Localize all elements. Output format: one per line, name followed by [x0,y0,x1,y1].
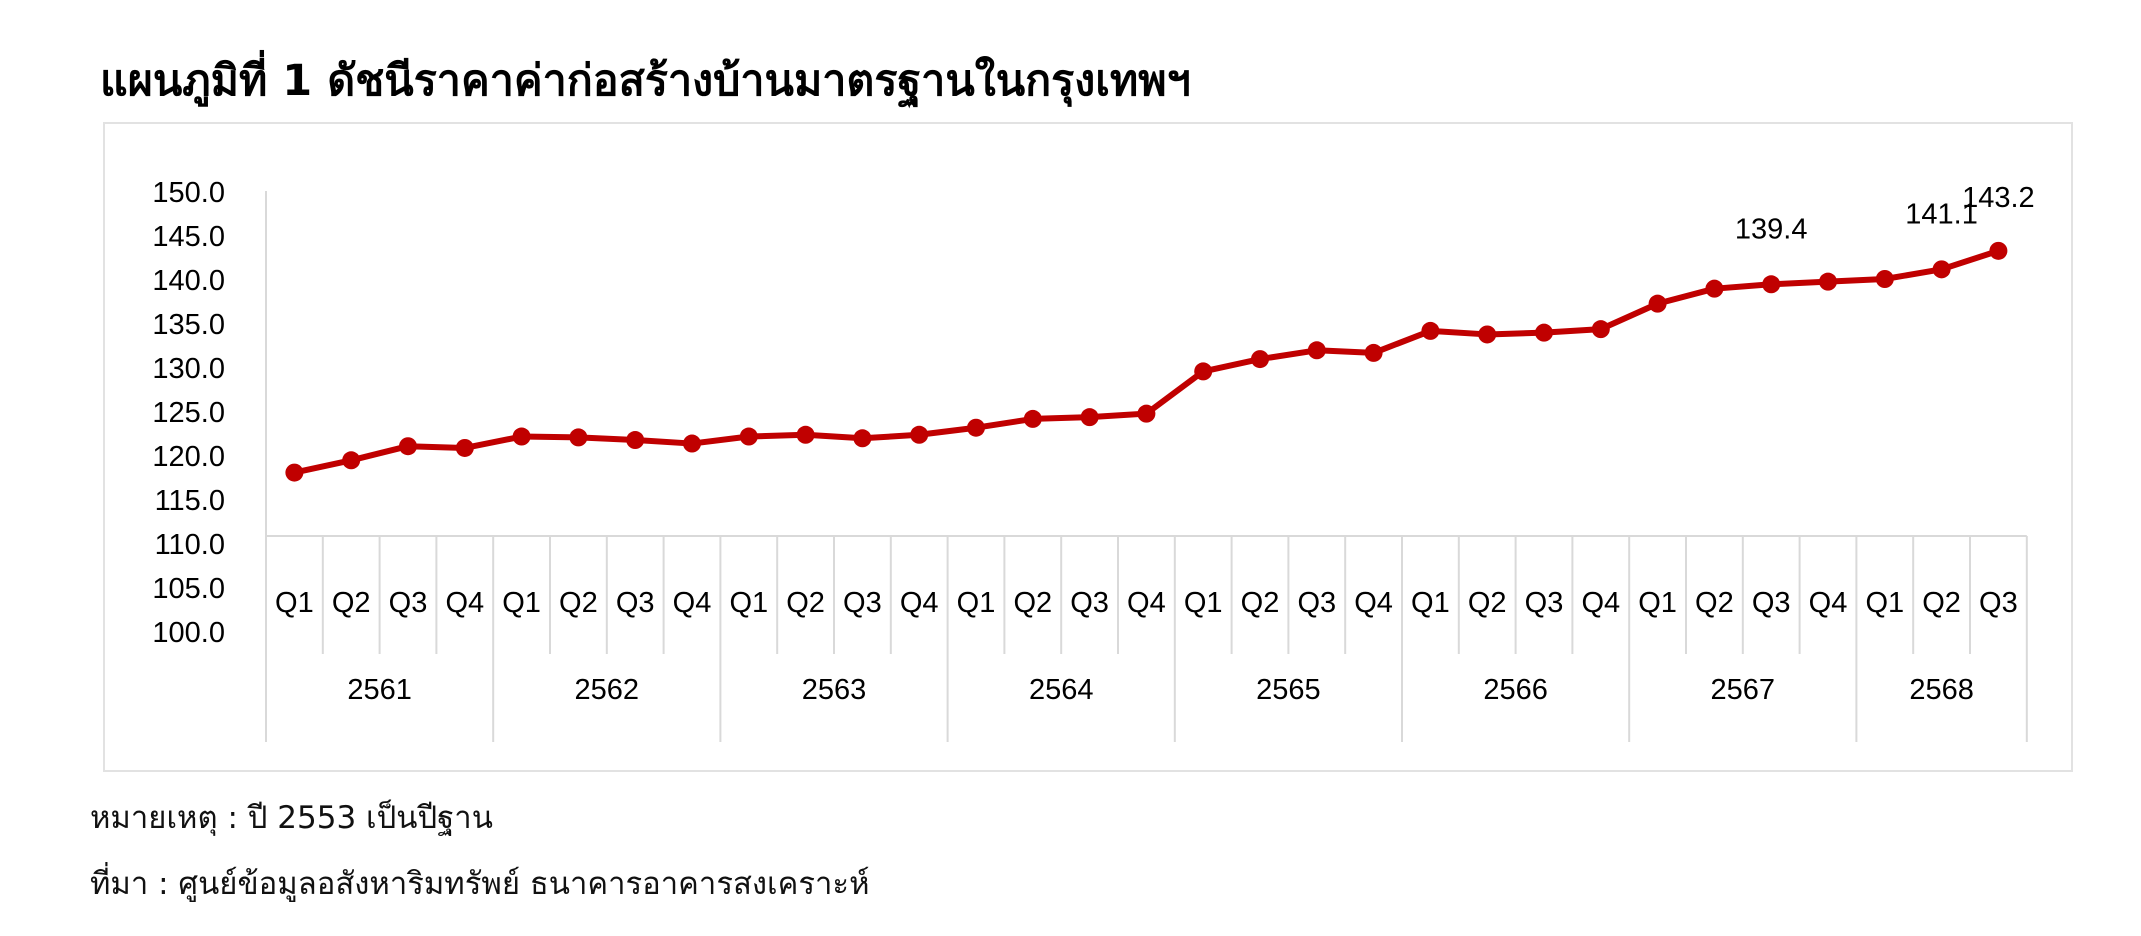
x-tick-label-quarter: Q4 [673,587,712,619]
data-point [1080,408,1099,427]
x-tick-label-quarter: Q4 [1809,587,1848,619]
data-point [1705,279,1724,298]
data-point [1591,320,1610,339]
data-point [1421,321,1440,340]
y-tick-label: 105.0 [152,573,225,605]
data-point [626,431,645,450]
x-tick-label-quarter: Q1 [502,587,541,619]
x-tick-label-year: 2562 [575,674,640,706]
y-tick-label: 110.0 [155,529,225,561]
x-tick-label-quarter: Q1 [1865,587,1904,619]
data-point [1194,362,1213,381]
footnote-source: ที่มา : ศูนย์ข้อมูลอสังหาริมทรัพย์ ธนาคา… [90,866,870,902]
x-tick-label-quarter: Q3 [1979,587,2018,619]
data-point [1307,341,1326,360]
data-point [1932,260,1951,279]
footnote-base-year: หมายเหตุ : ปี 2553 เป็นปีฐาน [90,800,493,836]
y-tick-label: 130.0 [152,353,225,385]
data-point [1023,409,1042,428]
data-point [1989,241,2008,260]
chart-frame: 100.0 105.0 110.0 115.0 120.0 125.0 130.0 135.0… [103,122,2073,772]
data-point [1478,325,1497,344]
data-point [1648,294,1667,313]
x-tick-label-quarter: Q3 [1525,587,1564,619]
x-tick-label-quarter: Q1 [275,587,314,619]
data-point [1251,350,1269,369]
x-tick-label-quarter: Q2 [1695,587,1734,619]
x-tick-label-quarter: Q3 [1070,587,1109,619]
data-point [342,451,361,470]
series-line [291,247,2002,476]
x-tick-label-quarter: Q3 [616,587,655,619]
x-tick-label-quarter: Q4 [1127,587,1166,619]
x-tick-label-year: 2567 [1711,674,1776,706]
data-point [1364,343,1383,362]
x-tick-label-quarter: Q3 [843,587,882,619]
data-point [683,434,701,453]
y-tick-label: 140.0 [152,265,225,297]
data-point [1535,323,1553,342]
line-chart: 100.0 105.0 110.0 115.0 120.0 125.0 130.0 135.0… [152,177,2035,742]
x-tick-label-quarter: Q4 [900,587,939,619]
x-tick-label-quarter: Q2 [1468,587,1507,619]
data-label: 139.4 [1735,213,1808,245]
y-tick-label: 120.0 [152,441,225,473]
x-tick-label-quarter: Q1 [957,587,996,619]
x-tick-label-quarter: Q4 [1581,587,1620,619]
x-tick-label-year: 2563 [802,674,867,706]
data-point [853,429,872,448]
data-point [512,427,531,446]
y-tick-label: 135.0 [152,309,225,341]
chart-title: แผนภูมิที่ 1 ดัชนีราคาค่าก่อสร้างบ้านมาต… [100,56,1191,106]
x-tick-label-quarter: Q2 [1241,587,1280,619]
data-label: 143.2 [1962,182,2035,214]
y-tick-label: 100.0 [152,617,225,649]
data-label: 141.1 [1905,198,1978,230]
data-point [455,438,474,457]
x-tick-label-quarter: Q3 [1752,587,1791,619]
x-tick-label-year: 2568 [1909,674,1974,706]
data-point [1875,270,1894,288]
x-tick-label-year: 2561 [347,674,412,706]
x-tick-label-quarter: Q3 [389,587,428,619]
x-tick-label-quarter: Q2 [559,587,598,619]
x-tick-label-year: 2564 [1029,674,1094,706]
data-point [967,418,985,437]
data-point [569,428,588,447]
x-tick-label-quarter: Q1 [1184,587,1223,619]
x-tick-label-quarter: Q1 [729,587,768,619]
data-point [739,427,758,446]
y-tick-label: 150.0 [152,177,225,209]
x-tick-label-quarter: Q1 [1638,587,1677,619]
y-tick-label: 145.0 [152,221,225,253]
x-tick-label-year: 2565 [1256,674,1321,706]
x-tick-label-quarter: Q2 [332,587,371,619]
y-tick-label: 125.0 [152,397,225,429]
x-tick-label-quarter: Q2 [786,587,825,619]
x-tick-label-quarter: Q3 [1297,587,1336,619]
y-tick-label: 115.0 [155,485,225,517]
x-tick-label-year: 2566 [1483,674,1548,706]
data-point [796,425,815,444]
data-point [399,437,417,456]
x-tick-label-quarter: Q4 [1354,587,1393,619]
x-tick-label-quarter: Q2 [1013,587,1052,619]
x-tick-label-quarter: Q2 [1922,587,1961,619]
data-point [1762,275,1781,294]
x-tick-label-quarter: Q1 [1411,587,1450,619]
data-point [910,425,929,444]
data-point [1137,404,1156,423]
x-tick-label-quarter: Q4 [445,587,484,619]
data-point [1819,272,1837,291]
data-point [285,463,304,482]
